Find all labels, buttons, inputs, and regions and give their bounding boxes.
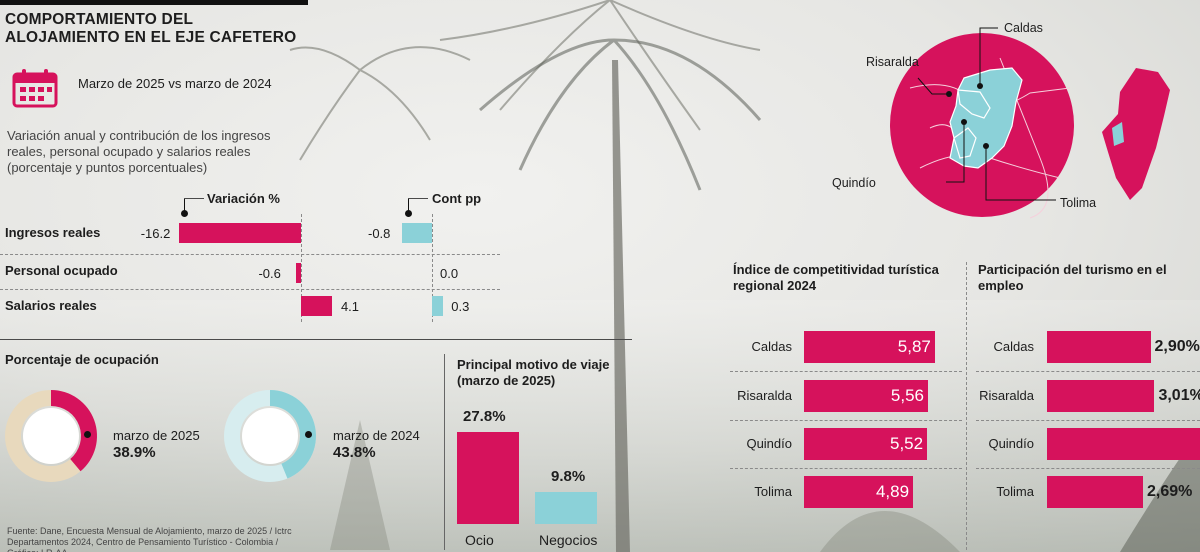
employment-bar [1047,331,1151,363]
variacion-bar [301,296,332,316]
index-bar [804,331,935,363]
index-value-label: 4,89 [875,482,910,501]
title-rule [0,0,308,5]
donut-hole [23,408,79,464]
employment-value-label: 2,90% [1154,338,1200,355]
variacion-value-label: -0.6 [258,266,281,281]
motive-category-label: Negocios [539,532,598,548]
row-label-personal: Personal ocupado [5,263,118,278]
donut-2024-value: 43.8% [333,444,376,461]
employment-category-label: Quindío [988,436,1034,451]
employment-value-label: 2,69% [1147,483,1193,500]
cont-bar [402,223,432,243]
variacion-bar [296,263,301,283]
row-divider [730,468,962,469]
index-title: Índice de competitividad turística regio… [733,262,939,293]
index-value-label: 5,87 [897,337,931,356]
donut-slice [51,390,97,472]
motive-title: Principal motivo de viaje (marzo de 2025… [457,357,610,388]
row-divider [976,468,1200,469]
employment-bar [1047,476,1144,508]
map-label-quindio: Quindío [832,176,876,190]
employment-category-label: Risaralda [979,388,1034,403]
donut-2025-label: marzo de 2025 [113,428,200,443]
period-label: Marzo de 2025 vs marzo de 2024 [78,76,272,91]
occupancy-title: Porcentaje de ocupación [5,352,159,367]
donut-slice [270,390,316,479]
index-value-label: 5,52 [890,434,924,453]
motive-value-label: 27.8% [463,408,506,426]
map-label-risaralda: Risaralda [866,55,919,69]
employment-bar [1047,380,1155,412]
employment-value-label: 3,01% [1158,387,1200,404]
motive-value-label: 9.8% [551,467,586,485]
index-category-label: Tolima [754,484,792,499]
row-label-salarios: Salarios reales [5,298,97,313]
row-divider [730,371,962,372]
legend-dot-cont [405,210,412,217]
row-divider [976,371,1200,372]
index-category-label: Quindío [746,436,792,451]
motive-bar [457,432,519,524]
index-bar [804,476,914,508]
employment-bar [1047,428,1200,460]
donut-2024-dot [305,431,312,438]
row-divider [976,420,1200,421]
index-category-label: Risaralda [737,388,792,403]
series-header-variacion: Variación % [207,191,280,206]
donut-2025-value: 38.9% [113,444,156,461]
donut-2024-label: marzo de 2024 [333,428,420,443]
employment-category-label: Tolima [996,484,1034,499]
zero-axis-cont [432,214,433,322]
cont-value-label: 0.3 [451,299,470,314]
variacion-bar [178,223,301,243]
legend-dot-variacion [181,210,188,217]
employment-title: Participación del turismo en el empleo [978,262,1167,293]
motive-bar [535,491,597,524]
donut-2024 [224,390,316,482]
cont-value-label: 0.0 [440,266,459,281]
cont-value-label: -0.8 [368,226,391,241]
row-label-ingresos: Ingresos reales [5,225,101,240]
map-label-tolima: Tolima [1060,196,1097,210]
motive-category-label: Ocio [465,532,494,548]
index-value-label: 5,56 [890,386,924,405]
map-label-caldas: Caldas [1004,21,1043,35]
zero-axis-variacion [301,214,302,322]
chart-subtitle: Variación anual y contribución de los in… [7,128,271,175]
donut-hole [242,408,298,464]
page-title: COMPORTAMIENTO DEL ALOJAMIENTO EN EL EJE… [5,11,297,46]
variacion-value-label: 4.1 [340,299,360,314]
row-divider [730,420,962,421]
index-bar [804,380,928,412]
cont-bar [432,296,444,316]
employment-category-label: Caldas [993,339,1034,354]
index-category-label: Caldas [751,339,792,354]
calendar-icon [12,69,58,108]
source-note: Fuente: Dane, Encuesta Mensual de Alojam… [7,526,292,552]
variacion-value-label: -16.2 [140,226,171,241]
eje-cafetero-map [890,27,1170,219]
index-bar [804,428,928,460]
donut-2025-dot [84,431,91,438]
series-header-cont: Cont pp [432,191,482,206]
